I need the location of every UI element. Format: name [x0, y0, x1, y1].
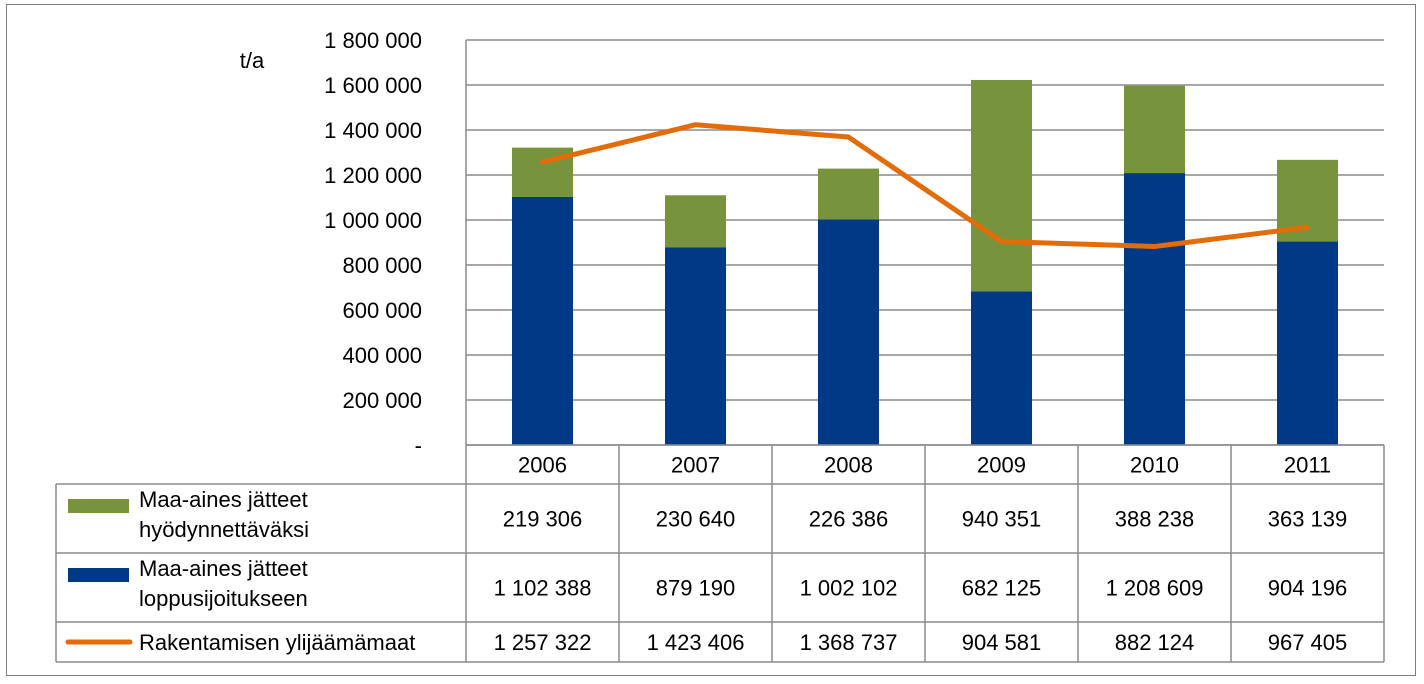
bar-hyodynnettavaksi	[1124, 85, 1185, 174]
y-ticks: - 200 000 400 000 600 000 800 000 1 000 000 1 …	[324, 28, 422, 458]
bars	[512, 79, 1338, 445]
bar-hyodynnettavaksi	[971, 79, 1032, 292]
y-tick-label: 1 600 000	[324, 73, 422, 98]
data-label: 388 238	[1115, 507, 1195, 532]
bar-loppusijoitukseen	[971, 291, 1032, 445]
bar-loppusijoitukseen	[818, 219, 879, 445]
bar-loppusijoitukseen	[512, 196, 573, 445]
y-tick-label: 1 400 000	[324, 118, 422, 143]
gridlines	[465, 39, 1384, 446]
y-tick-label: 1 800 000	[324, 28, 422, 53]
data-label: 219 306	[503, 507, 583, 532]
legend-label: hyödynnettäväksi	[139, 517, 309, 542]
y-tick-label: -	[415, 433, 422, 458]
data-label: 682 125	[962, 576, 1042, 601]
data-label: 904 196	[1268, 576, 1348, 601]
data-label: 1 002 102	[800, 576, 898, 601]
y-tick-label: 200 000	[342, 388, 422, 413]
x-tick-label: 2010	[1130, 453, 1179, 478]
data-label: 226 386	[809, 507, 889, 532]
bar-loppusijoitukseen	[1124, 173, 1185, 445]
x-tick-label: 2009	[977, 453, 1026, 478]
legend-swatch	[68, 568, 129, 582]
data-label: 967 405	[1268, 630, 1348, 655]
y-tick-label: 800 000	[342, 253, 422, 278]
data-label: 1 423 406	[647, 630, 745, 655]
legend-label: loppusijoitukseen	[139, 586, 308, 611]
x-tick-label: 2007	[671, 453, 720, 478]
bar-loppusijoitukseen	[1277, 241, 1338, 445]
bar-hyodynnettavaksi	[818, 168, 879, 220]
y-tick-label: 400 000	[342, 343, 422, 368]
line-rakentamisen-ylijaamamaat	[540, 122, 1310, 250]
y-tick-label: 1 200 000	[324, 163, 422, 188]
data-label: 1 257 322	[494, 630, 592, 655]
line-series	[540, 122, 1310, 250]
data-table: 2006 2007 2008 2009 2010 2011 Maa-aines jättee…	[55, 444, 1385, 663]
legend-label: Maa-aines jätteet	[139, 556, 308, 581]
data-label: 904 581	[962, 630, 1042, 655]
data-label: 882 124	[1115, 630, 1195, 655]
legend-label: Maa-aines jätteet	[139, 487, 308, 512]
bar-loppusijoitukseen	[665, 247, 726, 445]
data-label: 1 208 609	[1106, 576, 1204, 601]
legend-swatch	[68, 499, 129, 513]
data-label: 1 368 737	[800, 630, 898, 655]
y-axis-label: t/a	[240, 48, 265, 73]
x-tick-label: 2006	[518, 453, 567, 478]
bar-hyodynnettavaksi	[665, 195, 726, 248]
data-label: 230 640	[656, 507, 736, 532]
legend-label: Rakentamisen ylijäämämaat	[139, 630, 415, 655]
data-label: 363 139	[1268, 507, 1348, 532]
data-label: 1 102 388	[494, 576, 592, 601]
y-tick-label: 600 000	[342, 298, 422, 323]
data-label: 879 190	[656, 576, 736, 601]
y-tick-label: 1 000 000	[324, 208, 422, 233]
data-label: 940 351	[962, 507, 1042, 532]
x-tick-label: 2008	[824, 453, 873, 478]
x-tick-label: 2011	[1284, 453, 1331, 478]
